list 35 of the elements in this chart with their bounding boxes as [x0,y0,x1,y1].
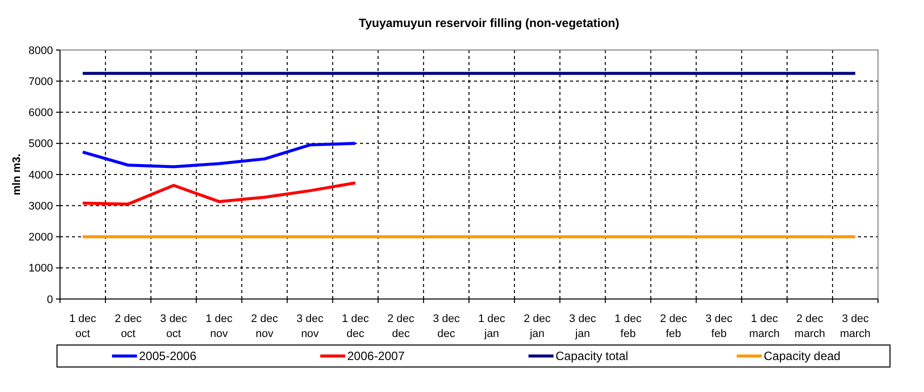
x-tick-label: 3 dec nov [296,313,324,340]
y-tick-label: 5000 [28,138,53,150]
x-tick-label: 1 dec jan [478,313,506,340]
legend-label: 2006-2007 [347,349,405,364]
x-tick-label: 2 dec oct [114,313,142,340]
chart-title: Tyuyamuyun reservoir filling (non-vegetation) [358,16,620,30]
legend-label: Capacity dead [764,349,840,364]
y-tick-label: 7000 [28,76,53,88]
x-tick-label: 1 dec oct [69,313,97,340]
x-tick-label: 1 dec nov [206,313,234,340]
x-tick-label: 2 dec jan [524,313,552,340]
y-tick-label: 1000 [28,262,53,275]
legend-label: 2005-2006 [139,349,197,364]
x-tick-label: 2 dec nov [251,313,278,340]
y-tick-label: 6000 [28,107,53,120]
x-tick-label: 2 dec dec [387,313,415,340]
x-tick-label: 3 dec march [840,313,871,340]
y-axis-title: mln m3. [11,154,23,196]
y-tick-label: 2000 [28,232,53,244]
x-tick-label: 1 dec dec [342,313,370,340]
x-tick-label: 3 dec oct [160,313,188,340]
y-tick-label: 4000 [28,169,53,182]
line-series [81,142,357,168]
x-tick-label: 3 dec dec [432,313,460,340]
x-tick-label: 2 dec march [794,313,826,340]
y-tick-label: 8000 [28,44,53,57]
y-tick-label: 0 [46,294,53,306]
y-tick-label: 3000 [28,200,53,212]
x-tick-label: 3 dec jan [569,313,597,340]
x-tick-label: 2 dec feb [660,313,688,340]
x-tick-label: 3 dec feb [705,313,733,340]
x-tick-label: 1 dec feb [614,313,642,340]
x-tick-label: 1 dec march [749,313,780,340]
legend-label: Capacity total [556,349,628,364]
line-series [81,181,357,206]
